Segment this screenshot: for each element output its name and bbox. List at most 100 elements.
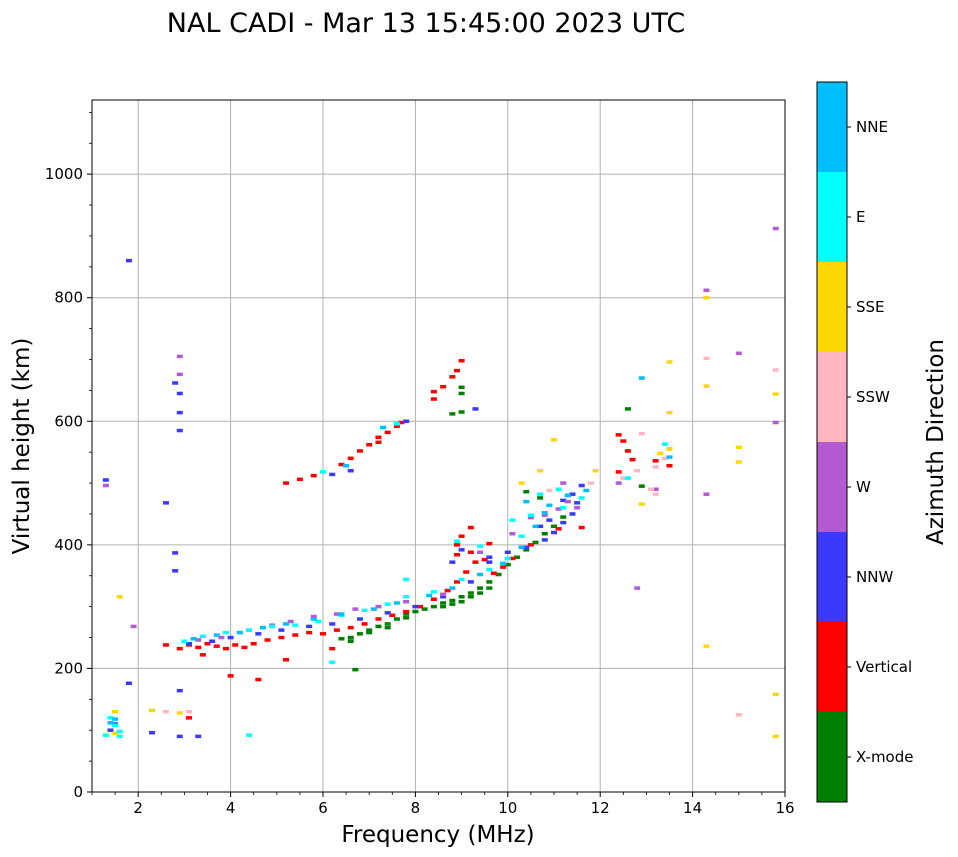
- echo-point-x-mode: [551, 524, 557, 529]
- colorbar-tick-label: SSE: [856, 298, 885, 316]
- echo-point-e: [403, 595, 410, 599]
- echo-point-w: [703, 492, 710, 496]
- echo-point-vertical: [283, 658, 290, 662]
- echo-point-nne: [532, 524, 539, 529]
- echo-point-ssw: [703, 356, 710, 361]
- echo-point-vertical: [241, 645, 248, 650]
- echo-point-x-mode: [421, 607, 428, 611]
- colorbar-frame: [816, 81, 848, 803]
- echo-point-x-mode: [440, 604, 447, 609]
- echo-point-vertical: [430, 389, 437, 394]
- echo-point-sse: [703, 644, 710, 648]
- echo-point-w: [574, 506, 581, 510]
- echo-point-ssw: [648, 487, 655, 491]
- echo-point-x-mode: [467, 591, 474, 595]
- echo-point-nne: [449, 586, 456, 590]
- echo-point-w: [403, 599, 410, 604]
- echo-point-x-mode: [638, 484, 645, 488]
- echo-point-vertical: [629, 457, 636, 462]
- echo-point-vertical: [444, 588, 451, 593]
- echo-point-vertical: [222, 646, 229, 651]
- echo-point-sse: [666, 447, 673, 451]
- echo-point-w: [772, 226, 779, 231]
- echo-point-vertical: [329, 646, 336, 651]
- echo-point-x-mode: [449, 602, 456, 606]
- echo-point-w: [772, 420, 779, 425]
- echo-point-vertical: [486, 541, 493, 546]
- echo-point-sse: [149, 708, 156, 713]
- echo-point-nne: [638, 376, 645, 380]
- echo-point-nnw: [403, 419, 410, 424]
- echo-point-vertical: [393, 424, 400, 428]
- echo-point-vertical: [162, 643, 169, 647]
- echo-point-vertical: [463, 570, 470, 574]
- echo-point-e: [393, 422, 400, 426]
- y-axis-label: Virtual height (km): [9, 338, 35, 555]
- echo-point-nnw: [209, 639, 216, 643]
- echo-point-nnw: [172, 551, 179, 555]
- echo-point-x-mode: [541, 531, 548, 536]
- echo-point-vertical: [199, 653, 206, 657]
- echo-point-nnw: [176, 391, 183, 396]
- echo-point-sse: [772, 392, 779, 396]
- echo-point-e: [315, 619, 322, 624]
- echo-point-e: [458, 577, 465, 582]
- echo-point-nne: [236, 630, 243, 635]
- echo-point-vertical: [666, 464, 673, 468]
- colorbar-segment: [817, 622, 847, 712]
- echo-point-ssw: [634, 468, 641, 473]
- echo-point-vertical: [361, 622, 368, 626]
- echo-point-nnw: [227, 635, 234, 640]
- echo-point-x-mode: [384, 622, 391, 626]
- echo-point-sse: [666, 360, 673, 364]
- echo-point-x-mode: [403, 612, 410, 616]
- echo-point-vertical: [375, 617, 382, 621]
- echo-point-e: [403, 577, 410, 582]
- echo-point-w: [130, 624, 137, 629]
- echo-point-vertical: [195, 645, 202, 650]
- echo-point-nnw: [467, 580, 474, 584]
- echo-point-w: [703, 288, 710, 293]
- echo-point-x-mode: [523, 489, 530, 494]
- echo-point-nnw: [569, 492, 576, 496]
- echo-point-vertical: [306, 630, 313, 635]
- echo-point-nnw: [486, 555, 493, 559]
- echo-point-nne: [564, 493, 571, 498]
- x-tick-label: 10: [498, 799, 517, 817]
- y-tick-label: 600: [54, 412, 83, 430]
- echo-point-vertical: [481, 557, 488, 562]
- echo-point-vertical: [652, 459, 659, 463]
- echo-point-vertical: [264, 638, 271, 642]
- echo-point-vertical: [278, 635, 285, 640]
- echo-point-vertical: [615, 433, 622, 437]
- echo-point-nnw: [306, 624, 313, 629]
- echo-point-sse: [518, 481, 525, 485]
- echo-point-e: [578, 496, 585, 500]
- echo-point-sse: [666, 410, 673, 415]
- echo-point-x-mode: [458, 595, 465, 599]
- y-tick-label: 800: [54, 289, 83, 307]
- echo-point-e: [384, 602, 391, 606]
- echo-point-w: [527, 515, 534, 520]
- echo-point-nnw: [102, 478, 109, 482]
- echo-point-e: [518, 534, 525, 538]
- echo-point-x-mode: [366, 630, 373, 635]
- echo-point-e: [107, 716, 114, 720]
- echo-point-vertical: [347, 456, 354, 461]
- echo-point-e: [116, 729, 123, 734]
- echo-point-vertical: [398, 420, 405, 425]
- data-points: [102, 226, 779, 739]
- echo-point-x-mode: [532, 540, 539, 545]
- echo-point-ssw: [546, 488, 553, 493]
- echo-point-nnw: [125, 258, 132, 263]
- colorbar: X-mode Vertical NNW W SSW SSE E NNE: [816, 81, 913, 803]
- echo-point-nnw: [329, 622, 336, 626]
- echo-point-ssw: [186, 709, 193, 714]
- echo-point-w: [176, 372, 183, 377]
- echo-point-nnw: [440, 595, 447, 599]
- echo-point-sse: [537, 468, 544, 473]
- echo-point-sse: [592, 468, 599, 473]
- echo-point-nnw: [255, 632, 262, 636]
- echo-point-vertical: [389, 613, 396, 618]
